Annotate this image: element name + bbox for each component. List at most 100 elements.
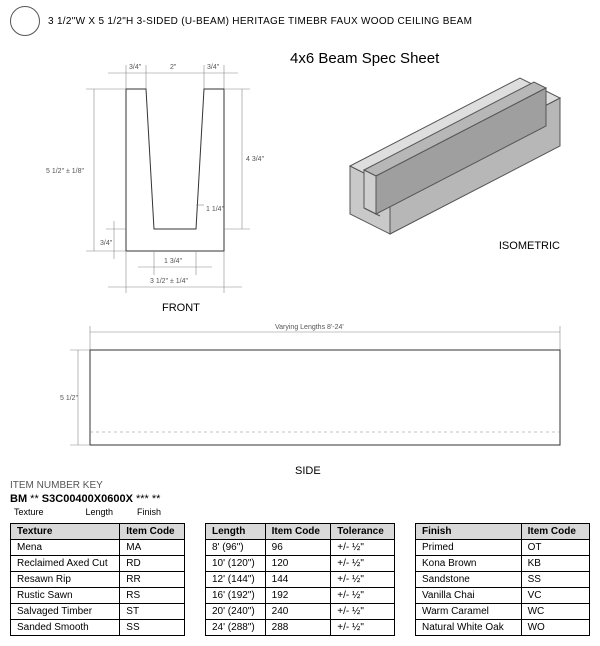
dim-inner-height: 4 3/4"	[246, 156, 265, 163]
table-cell: Rustic Sawn	[11, 588, 120, 604]
table-cell: +/- ½"	[331, 556, 395, 572]
tables-row: Texture Item Code MenaMAReclaimed Axed C…	[10, 523, 590, 636]
table-cell: OT	[521, 540, 589, 556]
length-table: Length Item Code Tolerance 8' (96")96+/-…	[205, 523, 395, 636]
table-row: Natural White OakWO	[416, 620, 590, 636]
table-cell: RR	[120, 572, 185, 588]
finish-tbody: PrimedOTKona BrownKBSandstoneSSVanilla C…	[416, 540, 590, 636]
length-th-2: Tolerance	[331, 524, 395, 540]
texture-table: Texture Item Code MenaMAReclaimed Axed C…	[10, 523, 185, 636]
table-cell: 12' (144")	[206, 572, 266, 588]
side-view-svg: Varying Lengths 8'-24' 5 1/2"	[60, 320, 580, 470]
table-cell: Vanilla Chai	[416, 588, 522, 604]
table-cell: Resawn Rip	[11, 572, 120, 588]
table-row: Kona BrownKB	[416, 556, 590, 572]
revision-circle	[10, 6, 40, 36]
side-view-block: Varying Lengths 8'-24' 5 1/2" SIDE	[10, 320, 590, 480]
texture-tbody: MenaMAReclaimed Axed CutRDResawn RipRRRu…	[11, 540, 185, 636]
table-cell: Mena	[11, 540, 120, 556]
diagram-area: 4x6 Beam Spec Sheet 3/4" 2" 3/4" 5 1/2" …	[10, 40, 590, 320]
table-row: Resawn RipRR	[11, 572, 185, 588]
finish-th-0: Finish	[416, 524, 522, 540]
table-cell: 24' (288")	[206, 620, 266, 636]
item-key-heading: ITEM NUMBER KEY	[10, 480, 590, 491]
table-cell: +/- ½"	[331, 604, 395, 620]
table-row: 10' (120")120+/- ½"	[206, 556, 395, 572]
table-cell: +/- ½"	[331, 620, 395, 636]
table-cell: WO	[521, 620, 589, 636]
table-row: Salvaged TimberST	[11, 604, 185, 620]
table-cell: +/- ½"	[331, 572, 395, 588]
dim-inner-notch: 1 1/4"	[206, 206, 225, 213]
table-cell: 96	[265, 540, 331, 556]
page: 3 1/2"W X 5 1/2"H 3-SIDED (U-BEAM) HERIT…	[0, 0, 600, 646]
texture-th-0: Texture	[11, 524, 120, 540]
table-cell: 10' (120")	[206, 556, 266, 572]
table-row: 8' (96")96+/- ½"	[206, 540, 395, 556]
table-cell: Natural White Oak	[416, 620, 522, 636]
dim-top-left: 3/4"	[129, 64, 142, 71]
header-row: 3 1/2"W X 5 1/2"H 3-SIDED (U-BEAM) HERIT…	[10, 6, 590, 36]
table-row: 12' (144")144+/- ½"	[206, 572, 395, 588]
table-row: 24' (288")288+/- ½"	[206, 620, 395, 636]
dim-side-height: 5 1/2"	[60, 395, 79, 402]
table-cell: Salvaged Timber	[11, 604, 120, 620]
table-cell: Sandstone	[416, 572, 522, 588]
table-cell: SS	[120, 620, 185, 636]
front-label: FRONT	[162, 302, 200, 314]
table-cell: VC	[521, 588, 589, 604]
table-cell: Primed	[416, 540, 522, 556]
table-cell: 20' (240")	[206, 604, 266, 620]
front-view-svg: 3/4" 2" 3/4" 5 1/2" ± 1/8" 4 3/4" 1 1/4"…	[28, 45, 288, 305]
table-cell: SS	[521, 572, 589, 588]
table-cell: RD	[120, 556, 185, 572]
texture-th-1: Item Code	[120, 524, 185, 540]
finish-th-1: Item Code	[521, 524, 589, 540]
dim-overall-height: 5 1/2" ± 1/8"	[46, 168, 85, 175]
table-row: MenaMA	[11, 540, 185, 556]
dim-overall-width: 3 1/2" ± 1/4"	[150, 278, 189, 285]
dim-top-right: 3/4"	[207, 64, 220, 71]
table-cell: Kona Brown	[416, 556, 522, 572]
table-cell: Reclaimed Axed Cut	[11, 556, 120, 572]
table-cell: MA	[120, 540, 185, 556]
table-row: Warm CaramelWC	[416, 604, 590, 620]
table-row: Vanilla ChaiVC	[416, 588, 590, 604]
item-key-sub-finish: Finish	[137, 507, 161, 517]
table-row: Reclaimed Axed CutRD	[11, 556, 185, 572]
isometric-label: ISOMETRIC	[499, 240, 560, 252]
table-row: Sanded SmoothSS	[11, 620, 185, 636]
item-number-key: ITEM NUMBER KEY BM ** S3C00400X0600X ***…	[10, 480, 590, 517]
item-key-sub-texture: Texture	[14, 507, 44, 517]
table-row: 16' (192")192+/- ½"	[206, 588, 395, 604]
table-row: 20' (240")240+/- ½"	[206, 604, 395, 620]
table-cell: ST	[120, 604, 185, 620]
table-cell: RS	[120, 588, 185, 604]
dim-inner-width: 1 3/4"	[164, 258, 183, 265]
finish-table: Finish Item Code PrimedOTKona BrownKBSan…	[415, 523, 590, 636]
table-cell: Warm Caramel	[416, 604, 522, 620]
table-cell: 120	[265, 556, 331, 572]
side-label: SIDE	[295, 465, 321, 477]
dim-base-thick: 3/4"	[100, 240, 113, 247]
item-key-sub-length: Length	[86, 507, 114, 517]
table-cell: 8' (96")	[206, 540, 266, 556]
table-cell: 144	[265, 572, 331, 588]
table-cell: 192	[265, 588, 331, 604]
length-th-1: Item Code	[265, 524, 331, 540]
table-cell: 240	[265, 604, 331, 620]
item-key-sublabels: Texture Length Finish	[14, 507, 590, 517]
length-th-0: Length	[206, 524, 266, 540]
table-cell: WC	[521, 604, 589, 620]
table-cell: 16' (192")	[206, 588, 266, 604]
table-row: SandstoneSS	[416, 572, 590, 588]
dim-side-length: Varying Lengths 8'-24'	[275, 324, 344, 331]
item-key-code: BM ** S3C00400X0600X *** **	[10, 493, 590, 505]
table-cell: +/- ½"	[331, 588, 395, 604]
page-title: 3 1/2"W X 5 1/2"H 3-SIDED (U-BEAM) HERIT…	[48, 16, 472, 27]
table-row: PrimedOT	[416, 540, 590, 556]
table-cell: Sanded Smooth	[11, 620, 120, 636]
table-cell: KB	[521, 556, 589, 572]
table-cell: +/- ½"	[331, 540, 395, 556]
dim-top-mid: 2"	[170, 64, 177, 71]
